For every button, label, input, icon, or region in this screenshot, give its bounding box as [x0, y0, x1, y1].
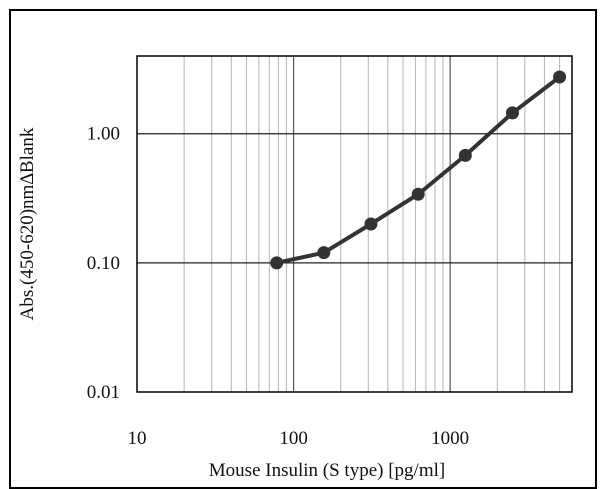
data-point: [505, 106, 519, 120]
y-tick-label: 0.10: [87, 253, 120, 274]
y-axis-title: Abs.(450-620)nm∆Blank: [17, 127, 38, 320]
data-point: [411, 187, 425, 201]
chart-frame: 10 100 1000 0.01 0.10 1.00 Mouse Insulin (S …: [9, 9, 597, 489]
x-axis-title: Mouse Insulin (S type) [pg/ml]: [209, 460, 445, 481]
data-point: [458, 148, 472, 162]
data-point: [317, 246, 331, 260]
x-tick-labels: 10 100 1000: [128, 428, 470, 449]
x-tick-label: 10: [128, 428, 147, 449]
x-tick-label: 1000: [431, 428, 469, 449]
y-tick-labels: 0.01 0.10 1.00: [87, 124, 120, 403]
data-series: [270, 70, 567, 270]
x-tick-label: 100: [279, 428, 308, 449]
plot-area: [136, 55, 573, 393]
data-point: [270, 256, 284, 270]
y-tick-label: 1.00: [87, 124, 120, 145]
y-tick-label: 0.01: [87, 382, 120, 403]
series-line: [276, 75, 561, 265]
grid-lines: [137, 56, 572, 392]
data-point: [553, 70, 567, 84]
data-point: [364, 217, 378, 231]
insulin-standard-curve-chart: 10 100 1000 0.01 0.10 1.00 Mouse Insulin (S …: [17, 55, 573, 481]
